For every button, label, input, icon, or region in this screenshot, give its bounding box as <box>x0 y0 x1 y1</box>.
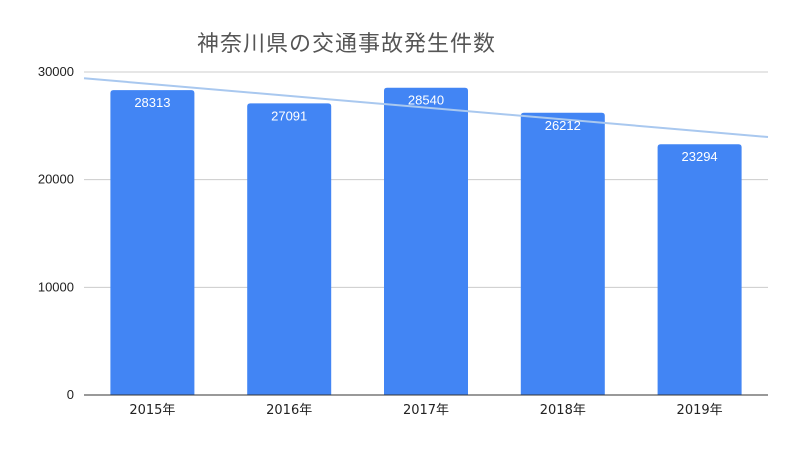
y-axis-ticks: 0 10000 20000 30000 <box>38 64 74 402</box>
data-label: 28540 <box>408 93 444 108</box>
data-label: 23294 <box>682 149 718 164</box>
bar <box>657 144 742 395</box>
x-axis-categories: 2015年 2016年 2017年 2018年 2019年 <box>129 403 722 418</box>
bars <box>110 87 742 396</box>
data-labels: 28313 27091 28540 26212 23294 <box>134 93 717 164</box>
y-tick-label: 20000 <box>38 172 74 187</box>
bar <box>110 90 195 396</box>
bar <box>247 103 332 395</box>
y-tick-label: 10000 <box>38 279 74 294</box>
chart-title: 神奈川県の交通事故発生件数 <box>197 32 497 57</box>
data-label: 26212 <box>545 118 581 133</box>
x-category-label: 2019年 <box>677 403 723 418</box>
bar <box>520 112 605 396</box>
data-label: 28313 <box>134 95 170 110</box>
x-category-label: 2015年 <box>129 403 175 418</box>
trendline <box>83 77 769 139</box>
x-category-label: 2018年 <box>540 403 586 418</box>
data-label: 27091 <box>271 108 307 123</box>
y-tick-label: 0 <box>67 387 74 402</box>
trendline-layer <box>83 77 769 139</box>
bar <box>384 87 468 395</box>
y-tick-label: 30000 <box>38 64 74 79</box>
x-category-label: 2016年 <box>266 403 312 418</box>
x-category-label: 2017年 <box>403 403 449 418</box>
